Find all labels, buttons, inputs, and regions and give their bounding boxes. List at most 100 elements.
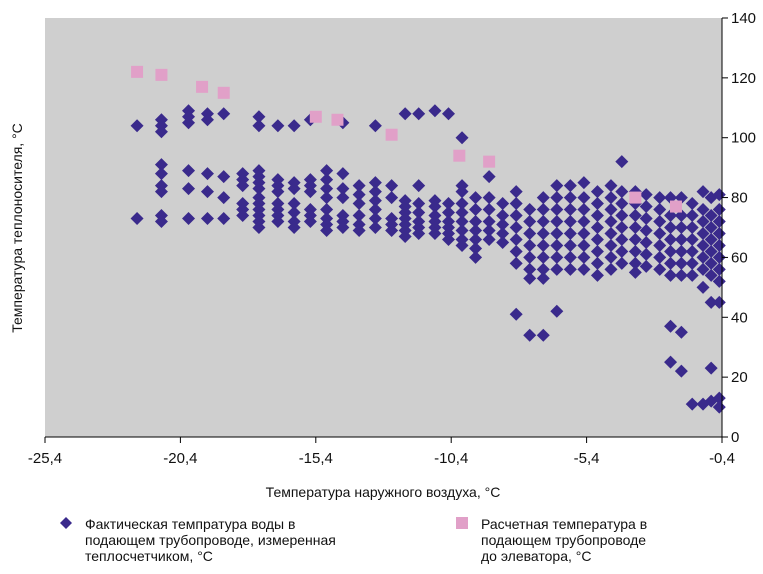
data-point-measured bbox=[615, 221, 629, 234]
data-point-measured bbox=[217, 212, 231, 226]
data-point-measured bbox=[469, 250, 483, 264]
data-point-measured bbox=[482, 191, 496, 205]
data-point-measured bbox=[455, 206, 469, 220]
data-point-measured bbox=[320, 203, 334, 217]
data-point-measured bbox=[664, 355, 678, 369]
data-point-measured bbox=[685, 197, 699, 211]
data-point-measured bbox=[577, 250, 591, 264]
data-point-measured bbox=[615, 256, 629, 270]
data-point-measured bbox=[398, 229, 412, 243]
y-tick-label: 80 bbox=[731, 190, 748, 207]
data-point-measured bbox=[653, 203, 667, 217]
data-point-calculated bbox=[155, 68, 168, 81]
data-point-measured bbox=[685, 244, 699, 258]
data-point-measured bbox=[428, 226, 442, 240]
data-point-measured bbox=[368, 194, 382, 208]
data-point-measured bbox=[604, 250, 618, 264]
data-point-measured bbox=[352, 197, 366, 211]
data-point-measured bbox=[303, 185, 317, 199]
data-point-measured bbox=[482, 223, 496, 237]
data-point-measured bbox=[704, 361, 718, 375]
data-point-measured bbox=[455, 197, 469, 211]
data-point-measured bbox=[368, 203, 382, 217]
data-point-measured bbox=[509, 209, 523, 223]
data-point-measured bbox=[563, 262, 577, 276]
data-point-measured bbox=[412, 179, 426, 193]
data-point-measured bbox=[604, 191, 618, 205]
data-point-measured bbox=[639, 212, 653, 226]
data-point-measured bbox=[550, 203, 564, 217]
data-point-measured bbox=[441, 232, 455, 246]
data-point-measured bbox=[615, 197, 629, 211]
legend-label-line: подающем трубопроводе, измеренная bbox=[85, 532, 336, 548]
data-point-measured bbox=[712, 226, 726, 240]
data-point-measured bbox=[685, 397, 699, 411]
data-point-measured bbox=[252, 182, 266, 196]
data-point-measured bbox=[563, 238, 577, 252]
data-point-measured bbox=[455, 131, 469, 145]
data-point-measured bbox=[200, 212, 214, 226]
data-point-measured bbox=[509, 221, 523, 234]
data-point-measured bbox=[628, 244, 642, 258]
data-point-measured bbox=[320, 164, 334, 178]
data-point-measured bbox=[653, 262, 667, 276]
data-point-measured bbox=[455, 223, 469, 237]
data-point-measured bbox=[604, 215, 618, 229]
legend-marker-calculated bbox=[456, 517, 468, 529]
data-point-measured bbox=[674, 268, 688, 282]
data-point-measured bbox=[577, 238, 591, 252]
data-point-measured bbox=[563, 203, 577, 217]
data-point-measured bbox=[712, 262, 726, 276]
data-point-measured bbox=[550, 191, 564, 205]
data-point-measured bbox=[628, 209, 642, 223]
data-point-measured bbox=[639, 188, 653, 202]
data-point-calculated bbox=[453, 149, 466, 162]
data-point-measured bbox=[385, 223, 399, 237]
data-point-measured bbox=[536, 262, 550, 276]
data-point-measured bbox=[455, 238, 469, 252]
data-point-measured bbox=[577, 203, 591, 217]
data-point-measured bbox=[412, 206, 426, 220]
data-point-measured bbox=[628, 256, 642, 270]
data-point-measured bbox=[577, 262, 591, 276]
data-point-measured bbox=[696, 262, 710, 276]
data-point-measured bbox=[154, 158, 168, 172]
data-point-measured bbox=[628, 221, 642, 234]
data-point-measured bbox=[455, 185, 469, 199]
x-tick-label: -15,4 bbox=[299, 450, 333, 467]
data-point-measured bbox=[287, 182, 301, 196]
data-point-measured bbox=[639, 200, 653, 214]
data-point-measured bbox=[653, 250, 667, 264]
data-point-measured bbox=[704, 256, 718, 270]
data-point-calculated bbox=[131, 65, 144, 78]
data-point-measured bbox=[536, 271, 550, 285]
data-point-measured bbox=[653, 191, 667, 205]
data-point-measured bbox=[604, 238, 618, 252]
data-point-measured bbox=[712, 215, 726, 229]
data-point-measured bbox=[441, 197, 455, 211]
data-point-measured bbox=[496, 218, 510, 232]
data-point-measured bbox=[590, 268, 604, 282]
data-point-measured bbox=[352, 179, 366, 193]
x-tick-label: -5,4 bbox=[574, 450, 600, 467]
data-point-measured bbox=[712, 295, 726, 309]
x-tick-label: -20,4 bbox=[163, 450, 197, 467]
data-point-measured bbox=[412, 226, 426, 240]
data-point-measured bbox=[604, 179, 618, 193]
data-point-measured bbox=[685, 256, 699, 270]
data-point-measured bbox=[469, 232, 483, 246]
legend-label-line: подающем трубопроводе bbox=[481, 532, 646, 548]
data-point-measured bbox=[590, 244, 604, 258]
data-point-measured bbox=[287, 197, 301, 211]
data-point-measured bbox=[182, 182, 196, 196]
data-point-measured bbox=[287, 119, 301, 133]
data-point-measured bbox=[604, 203, 618, 217]
data-point-measured bbox=[130, 212, 144, 226]
data-point-measured bbox=[664, 221, 678, 234]
x-tick-label: -25,4 bbox=[28, 450, 62, 467]
data-point-measured bbox=[271, 119, 285, 133]
data-point-measured bbox=[368, 176, 382, 190]
data-point-measured bbox=[469, 241, 483, 255]
data-point-measured bbox=[550, 262, 564, 276]
